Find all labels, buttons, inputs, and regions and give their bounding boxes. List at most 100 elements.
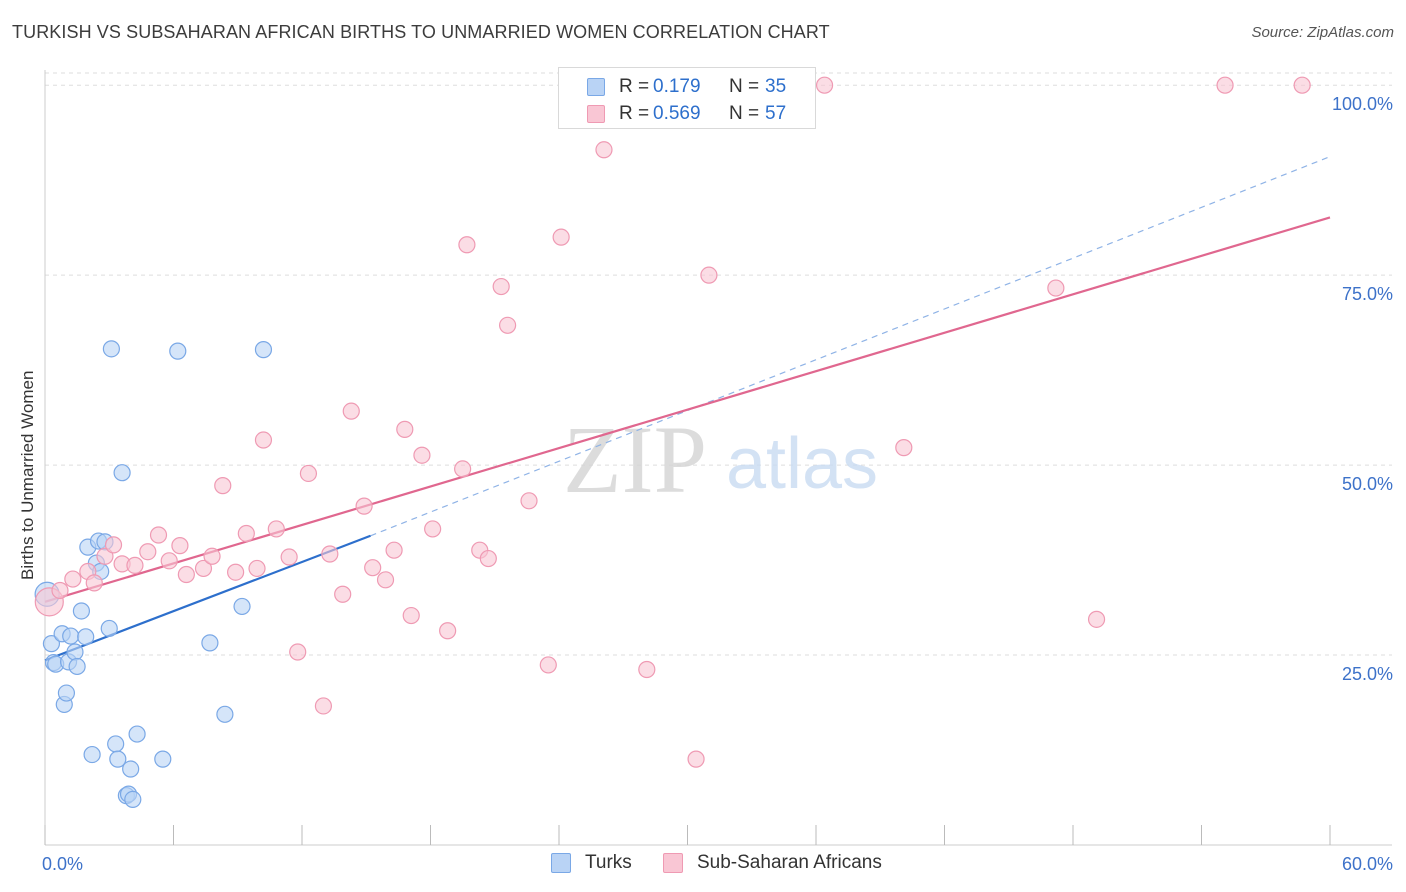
bottom-turks-swatch: [551, 853, 571, 873]
ssa-point: [289, 643, 307, 661]
ssa-point: [160, 552, 178, 570]
ssa-point: [314, 697, 333, 715]
turks-point: [124, 790, 142, 809]
turks-point: [169, 342, 187, 360]
turks-point: [68, 657, 86, 676]
ssa-point: [364, 559, 382, 577]
y-tick-label: 25.0%: [1342, 664, 1393, 684]
ssa-r-label: R =: [619, 103, 650, 124]
turks-r-label: R =: [619, 76, 650, 97]
ssa-point: [96, 547, 114, 565]
axes: [44, 70, 1392, 846]
turks-point: [77, 628, 95, 646]
ssa-point: [638, 660, 656, 679]
turks-trend-line: [44, 534, 371, 662]
turks-trend-extension: [370, 156, 1331, 537]
turks-point: [122, 760, 140, 778]
ssa-point: [321, 545, 339, 563]
ssa-point: [177, 565, 195, 584]
ssa-point: [139, 543, 157, 561]
ssa-point: [267, 520, 285, 538]
ssa-point: [194, 559, 213, 578]
turks-point: [109, 750, 127, 768]
ssa-point: [104, 536, 123, 554]
tick-labels: 25.0% 50.0% 75.0% 100.0% 0.0% 60.0%: [42, 94, 1393, 874]
bottom-ssa-swatch: [663, 853, 683, 873]
turks-point: [254, 341, 273, 359]
ssa-point: [126, 556, 144, 574]
ssa-point: [439, 622, 457, 640]
ssa-point: [895, 439, 913, 457]
ssa-point: [85, 574, 103, 592]
watermark: ZIP atlas: [563, 406, 878, 513]
ssa-point: [334, 585, 352, 603]
turks-point: [100, 619, 118, 638]
ssa-point: [552, 228, 570, 246]
ssa-trend-line: [44, 216, 1331, 603]
ssa-point: [355, 497, 373, 515]
turks-point: [201, 634, 219, 652]
ssa-point: [539, 656, 557, 674]
ssa-point: [479, 549, 497, 568]
ssa-r-value: 0.569: [653, 103, 701, 124]
ssa-point: [171, 537, 189, 555]
watermark-atlas: atlas: [726, 424, 878, 504]
source-label: Source: ZipAtlas.com: [1251, 24, 1394, 41]
ssa-point: [454, 460, 472, 478]
ssa-point: [237, 524, 255, 543]
ssa-point: [227, 563, 245, 581]
ssa-point: [203, 547, 221, 565]
chart-title: TURKISH VS SUBSAHARAN AFRICAN BIRTHS TO …: [12, 22, 830, 42]
series-ssa: [34, 76, 1311, 768]
trend-lines: [44, 156, 1331, 662]
ssa-point: [520, 492, 538, 510]
turks-point: [216, 705, 234, 723]
ssa-point: [396, 420, 414, 438]
ssa-point: [492, 277, 510, 296]
ssa-point: [700, 266, 718, 284]
correlation-legend: R = 0.179 N = 35 R = 0.569 N = 57: [558, 67, 816, 129]
ssa-point: [248, 559, 266, 578]
ssa-point: [254, 431, 273, 449]
ssa-point: [51, 581, 69, 600]
turks-point: [72, 602, 91, 620]
turks-swatch: [587, 78, 605, 96]
y-tick-label: 75.0%: [1342, 284, 1393, 304]
turks-point: [233, 597, 251, 616]
ssa-point: [499, 316, 517, 334]
ssa-point: [64, 570, 82, 588]
turks-point: [154, 750, 172, 768]
turks-n-label: N =: [729, 76, 760, 97]
ssa-point: [1216, 76, 1234, 94]
turks-point: [113, 464, 131, 482]
x-tick-label-max: 60.0%: [1342, 854, 1393, 874]
ssa-point: [424, 520, 442, 538]
bottom-turks-label: Turks: [585, 852, 632, 873]
watermark-zip: ZIP: [563, 406, 707, 513]
ssa-point: [402, 606, 420, 625]
ssa-point: [299, 464, 318, 483]
x-tick-label-min: 0.0%: [42, 854, 83, 874]
ssa-point: [1293, 76, 1311, 94]
turks-n-value: 35: [765, 76, 787, 97]
ssa-point: [1087, 610, 1106, 628]
ssa-point: [149, 526, 168, 544]
ssa-point: [815, 76, 834, 94]
ssa-swatch: [587, 105, 605, 123]
ssa-point: [1047, 279, 1065, 297]
turks-point: [128, 725, 146, 743]
turks-r-value: 0.179: [653, 76, 701, 97]
ssa-point: [214, 477, 232, 495]
turks-point: [62, 627, 80, 645]
turks-point: [66, 643, 84, 661]
ssa-point: [376, 571, 395, 589]
ssa-point: [342, 402, 360, 420]
ssa-point: [687, 750, 705, 768]
turks-point: [57, 684, 76, 702]
gridlines: [45, 72, 1392, 656]
ssa-point: [413, 446, 431, 464]
ssa-point: [458, 236, 476, 254]
ssa-n-label: N =: [729, 103, 760, 124]
turks-point: [102, 340, 120, 358]
